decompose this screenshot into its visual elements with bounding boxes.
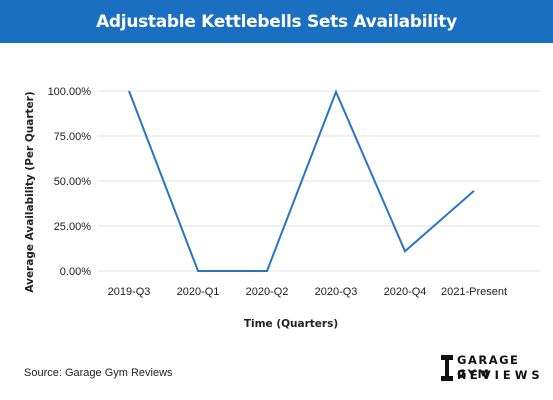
- series-lines: [128, 89, 475, 272]
- y-tick-label: 0.00%: [60, 266, 91, 278]
- source-note: Source: Garage Gym Reviews: [24, 367, 173, 379]
- chart-title: Adjustable Kettlebells Sets Availability: [96, 11, 457, 32]
- line-chart: 100.00%75.00%50.00%25.00%0.00% 2019-Q3 20…: [24, 86, 540, 330]
- y-axis-title: Average Availability (Per Quarter): [24, 91, 36, 292]
- x-axis-title: Time (Quarters): [244, 318, 338, 330]
- y-tick-label: 25.00%: [54, 221, 92, 233]
- dumbbell-icon: [441, 355, 453, 381]
- x-tick-label: 2019-Q3: [108, 286, 151, 298]
- y-tick-label: 50.00%: [54, 176, 92, 188]
- garage-gym-reviews-logo: GARAGE GYM REVIEWS: [440, 351, 540, 385]
- x-tick-label: 2020-Q2: [246, 286, 289, 298]
- x-tick-label: 2021-Present: [441, 286, 507, 298]
- y-tick-label: 75.00%: [54, 131, 92, 143]
- x-tick-label: 2020-Q1: [177, 286, 220, 298]
- x-tick-label: 2020-Q3: [315, 286, 358, 298]
- x-tick-label: 2020-Q4: [384, 286, 427, 298]
- title-bar: Adjustable Kettlebells Sets Availability: [0, 0, 553, 43]
- y-tick-label: 100.00%: [48, 86, 92, 98]
- x-axis-ticks: 2019-Q3 2020-Q1 2020-Q2 2020-Q3 2020-Q4 2021-…: [108, 286, 507, 298]
- gridlines: [98, 90, 540, 272]
- logo-text-line1: GARAGE GYM: [457, 353, 520, 381]
- y-axis-ticks: 100.00% 75.00% 50.00% 25.00% 0.00%: [48, 86, 92, 278]
- logo-text-line2: REVIEWS: [457, 368, 544, 382]
- series-line: [128, 89, 475, 272]
